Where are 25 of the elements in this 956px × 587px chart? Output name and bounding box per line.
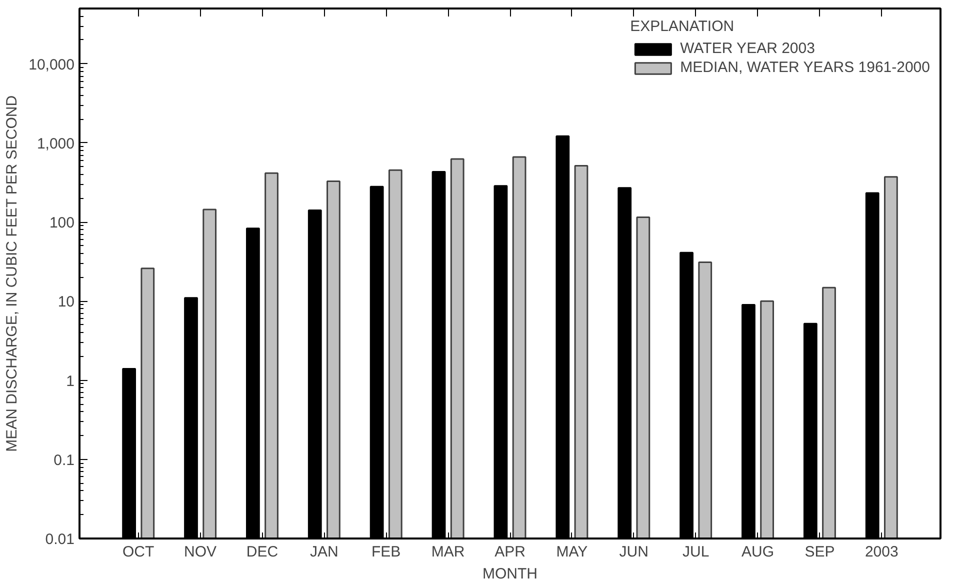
x-tick-label: APR <box>494 544 526 560</box>
y-tick-label: 100 <box>49 214 75 232</box>
legend-title: EXPLANATION <box>630 18 736 35</box>
y-axis-title: MEAN DISCHARGE, IN CUBIC FEET PER SECOND <box>4 95 21 452</box>
y-tick-label: 1 <box>66 372 74 390</box>
x-tick-label: JAN <box>310 544 338 560</box>
x-tick-label: DEC <box>246 544 278 560</box>
legend-label: WATER YEAR 2003 <box>680 40 815 57</box>
y-tick-label: 1,000 <box>36 135 75 152</box>
x-tick-label: MAY <box>556 544 588 560</box>
x-axis-title: MONTH <box>482 566 538 582</box>
x-tick-label: MAR <box>431 544 465 560</box>
y-tick-label: 10,000 <box>28 56 75 74</box>
x-tick-label: SEP <box>804 544 835 560</box>
x-tick-label: AUG <box>742 544 774 560</box>
y-tick-label: 0.01 <box>45 531 75 548</box>
x-tick-label: 2003 <box>864 544 898 560</box>
x-tick-label: NOV <box>184 544 217 560</box>
legend-label: MEDIAN, WATER YEARS 1961-2000 <box>680 59 930 76</box>
x-tick-label: JUL <box>682 544 710 560</box>
x-tick-label: JUN <box>619 544 648 560</box>
x-tick-label: OCT <box>122 544 154 560</box>
x-tick-label: FEB <box>372 544 401 560</box>
y-tick-label: 0.1 <box>54 452 75 469</box>
y-tick-label: 10 <box>58 294 75 311</box>
